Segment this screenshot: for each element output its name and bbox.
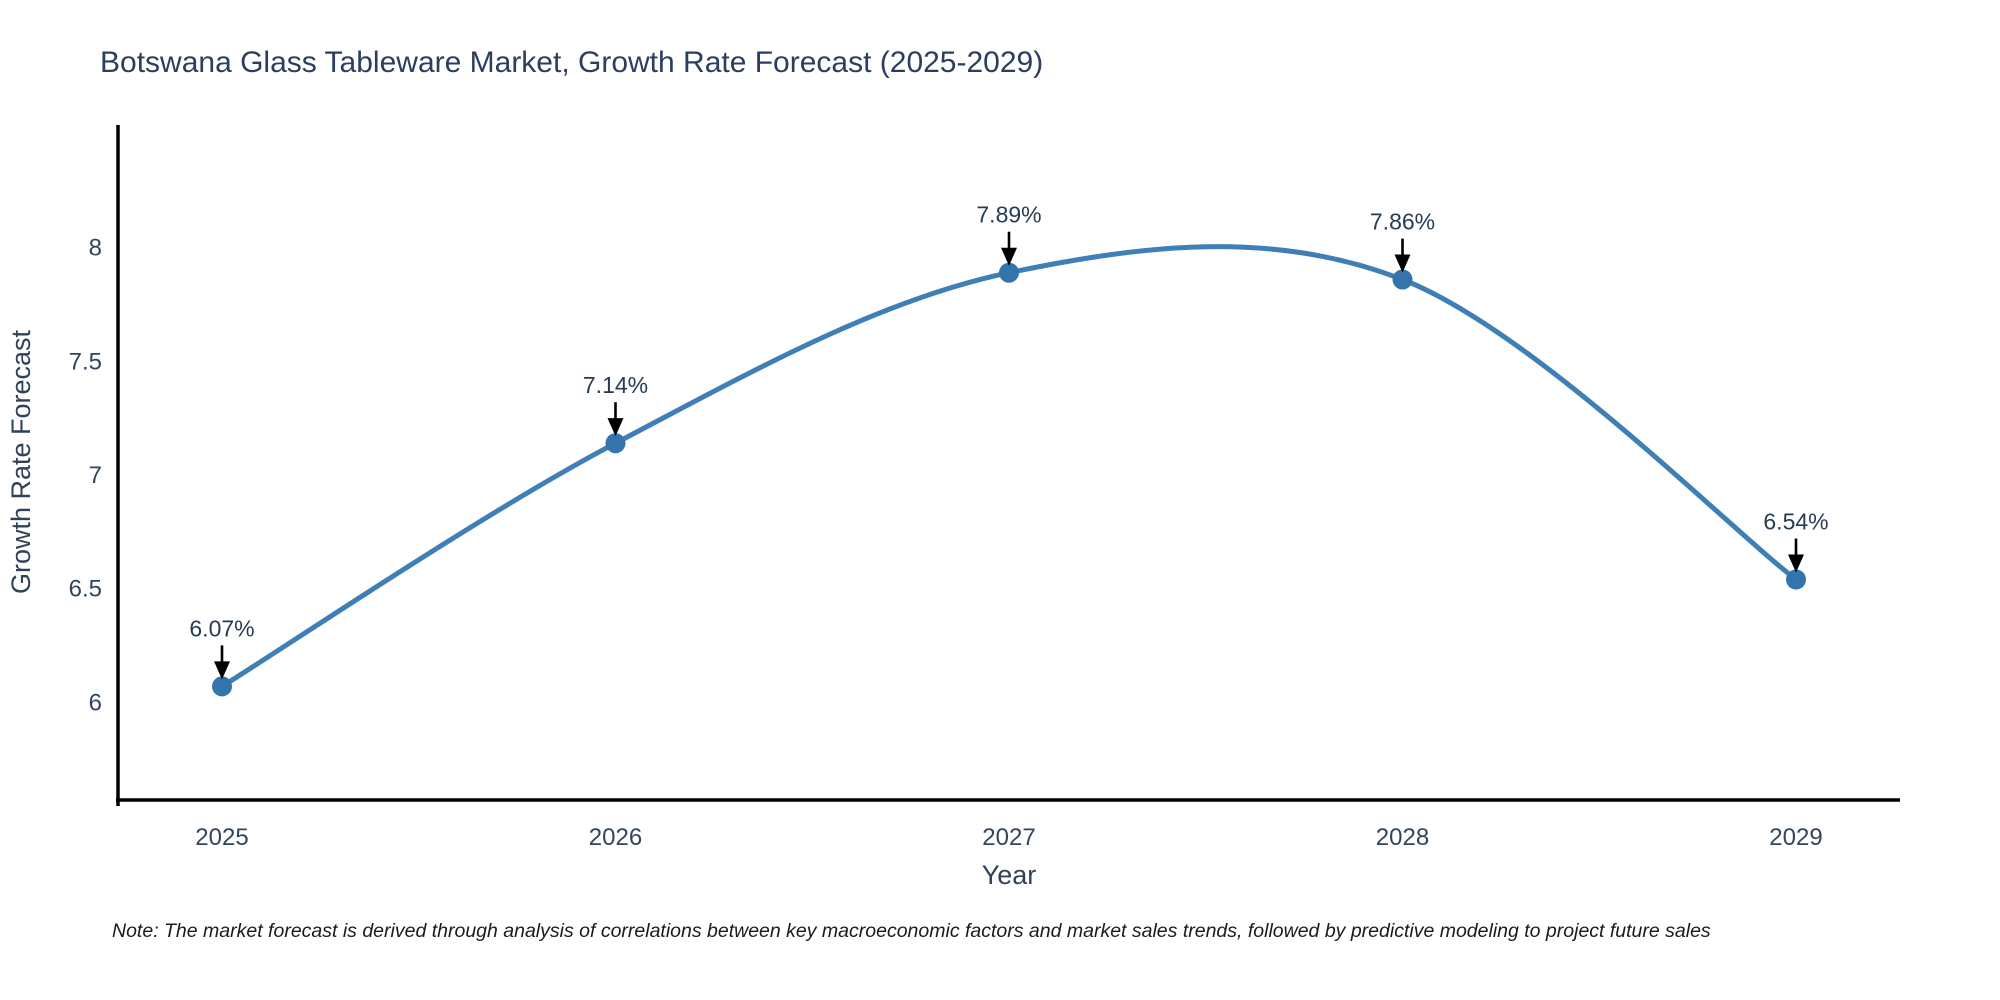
annotation-arrowhead-icon bbox=[214, 661, 230, 680]
x-tick-labels: 2025 2026 2027 2028 2029 bbox=[195, 824, 1822, 851]
chart-title: Botswana Glass Tableware Market, Growth … bbox=[100, 46, 1043, 79]
annotation-arrowhead-icon bbox=[1394, 254, 1411, 273]
annotation-arrowhead-icon bbox=[1001, 247, 1017, 266]
x-tick-label: 2025 bbox=[195, 824, 248, 851]
y-axis-title: Growth Rate Forecast bbox=[6, 329, 36, 594]
series-line bbox=[219, 244, 1799, 689]
series-layer bbox=[212, 244, 1806, 697]
y-tick-label: 6 bbox=[89, 689, 102, 716]
annotation-label: 7.89% bbox=[976, 202, 1041, 228]
data-point-2029[interactable] bbox=[1786, 569, 1806, 590]
annotation-arrowhead-icon bbox=[1788, 554, 1804, 573]
x-axis-title: Year bbox=[982, 860, 1037, 890]
data-point-2025[interactable] bbox=[212, 676, 232, 697]
x-tick-label: 2026 bbox=[589, 824, 642, 851]
annotation-arrowhead-icon bbox=[607, 418, 624, 437]
y-tick-label: 7.5 bbox=[69, 348, 102, 375]
data-point-2028[interactable] bbox=[1392, 269, 1413, 290]
x-tick-label: 2028 bbox=[1376, 824, 1429, 851]
annotation-label: 6.54% bbox=[1763, 509, 1828, 535]
chart-footnote: Note: The market forecast is derived thr… bbox=[112, 920, 1711, 942]
annotation-label: 6.07% bbox=[189, 615, 254, 641]
y-tick-labels: 6 6.5 7 7.5 8 bbox=[69, 235, 102, 717]
annotation-2028: 7.86% bbox=[1370, 209, 1435, 273]
data-point-2026[interactable] bbox=[605, 433, 626, 454]
annotation-2026: 7.14% bbox=[583, 372, 648, 437]
data-point-2027[interactable] bbox=[999, 262, 1019, 283]
annotation-2027: 7.89% bbox=[976, 202, 1042, 266]
y-tick-label: 6.5 bbox=[69, 576, 102, 603]
y-tick-label: 8 bbox=[89, 235, 102, 262]
annotation-layer: 6.07% 7.14% 7.89% 7.86% 6.54% bbox=[189, 202, 1829, 680]
annotation-label: 7.86% bbox=[1370, 209, 1435, 235]
x-tick-label: 2029 bbox=[1769, 824, 1822, 851]
annotation-2029: 6.54% bbox=[1763, 509, 1829, 573]
x-tick-label: 2027 bbox=[982, 824, 1035, 851]
annotation-label: 7.14% bbox=[583, 372, 648, 398]
annotation-2025: 6.07% bbox=[189, 615, 255, 680]
y-tick-label: 7 bbox=[89, 462, 102, 489]
